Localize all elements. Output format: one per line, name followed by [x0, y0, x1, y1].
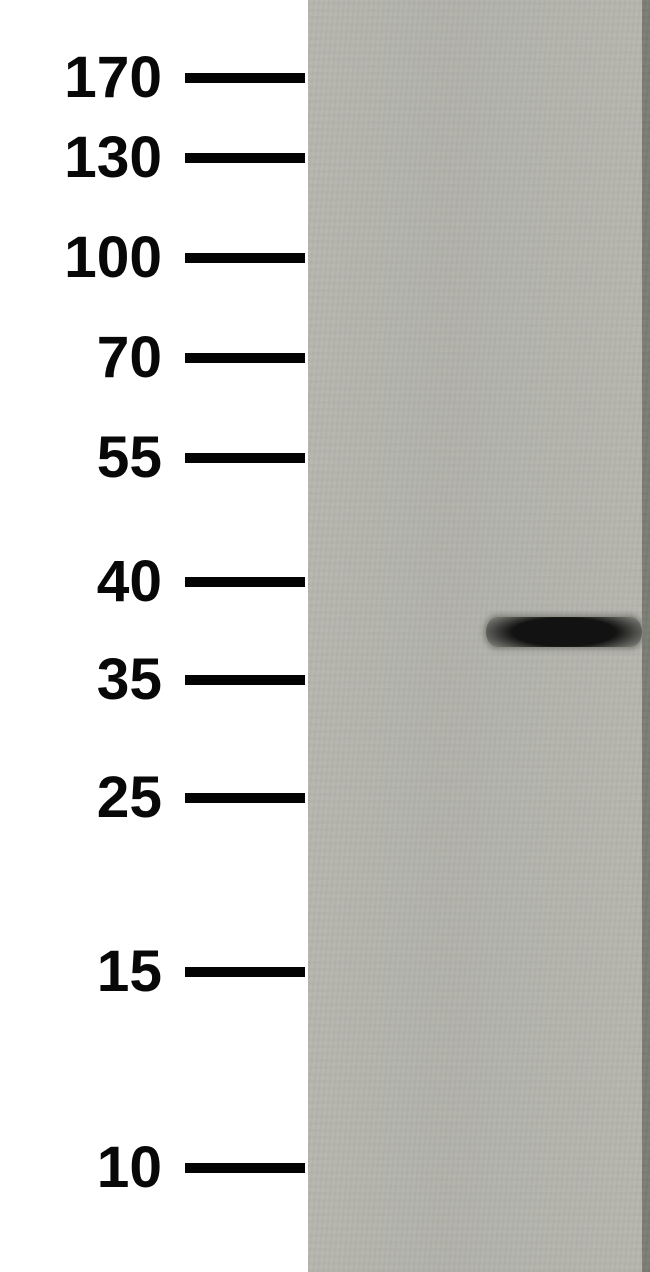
mw-marker-row: 100	[0, 226, 305, 291]
mw-marker-tick	[185, 73, 305, 83]
mw-marker-label: 70	[30, 329, 162, 388]
lane-1-control	[308, 0, 478, 1272]
mw-marker-row: 40	[0, 550, 305, 615]
mw-marker-tick	[185, 675, 305, 685]
blot-membrane	[308, 0, 650, 1272]
mw-marker-label: 25	[30, 769, 162, 828]
mw-marker-row: 10	[0, 1136, 305, 1201]
mw-ladder: 170 130 100 70 55 40 35 25 15 10	[0, 0, 305, 1272]
mw-marker-tick	[185, 453, 305, 463]
mw-marker-row: 35	[0, 648, 305, 713]
mw-marker-row: 130	[0, 126, 305, 191]
mw-marker-tick	[185, 253, 305, 263]
mw-marker-tick	[185, 793, 305, 803]
mw-marker-tick	[185, 353, 305, 363]
mw-marker-row: 70	[0, 326, 305, 391]
mw-marker-label: 130	[30, 129, 162, 188]
lane-2-sample	[478, 0, 650, 1272]
mw-marker-tick	[185, 153, 305, 163]
mw-marker-row: 170	[0, 46, 305, 111]
western-blot-figure: 170 130 100 70 55 40 35 25 15 10	[0, 0, 650, 1272]
mw-marker-tick	[185, 577, 305, 587]
mw-marker-tick	[185, 967, 305, 977]
mw-marker-label: 35	[30, 651, 162, 710]
mw-marker-row: 15	[0, 940, 305, 1005]
mw-marker-label: 100	[30, 229, 162, 288]
mw-marker-label: 10	[30, 1139, 162, 1198]
mw-marker-label: 40	[30, 553, 162, 612]
mw-marker-label: 55	[30, 429, 162, 488]
mw-marker-label: 170	[30, 49, 162, 108]
mw-marker-tick	[185, 1163, 305, 1173]
blot-band	[486, 617, 642, 647]
mw-marker-row: 55	[0, 426, 305, 491]
mw-marker-row: 25	[0, 766, 305, 831]
mw-marker-label: 15	[30, 943, 162, 1002]
